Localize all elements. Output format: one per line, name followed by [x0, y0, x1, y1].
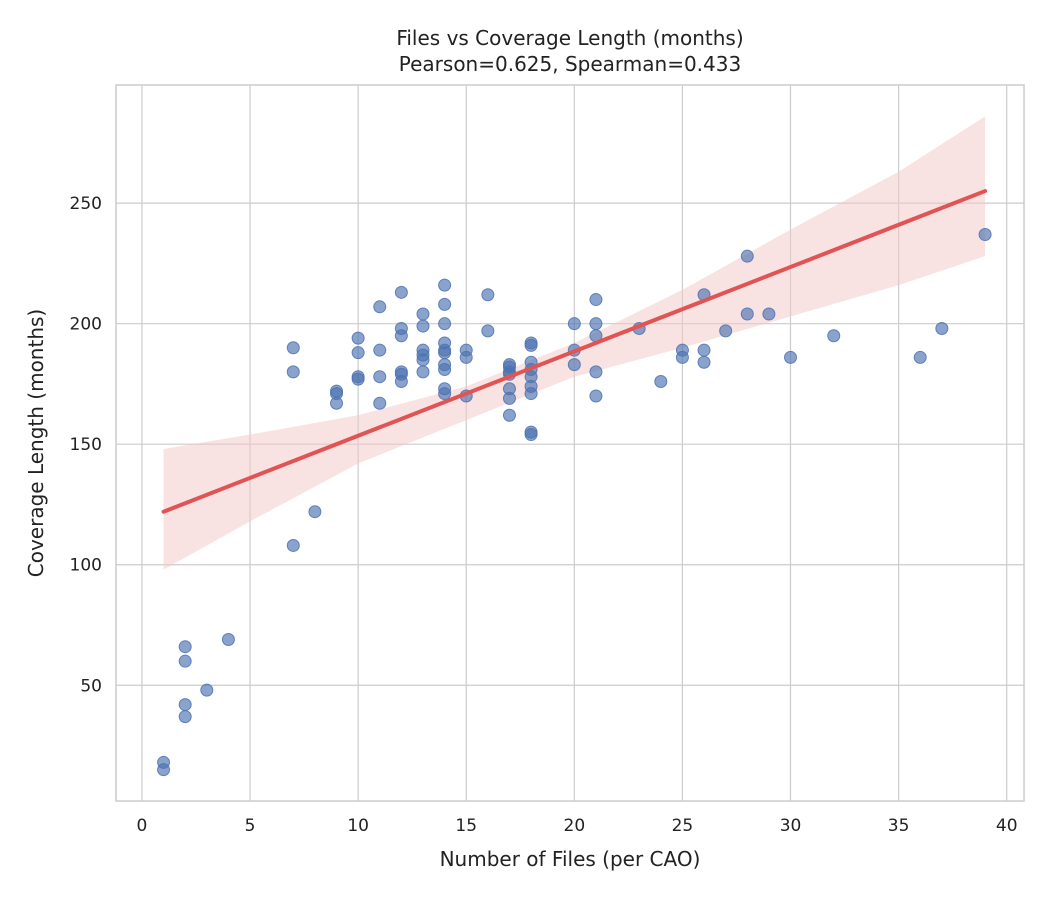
data-point: [416, 365, 430, 379]
data-point: [330, 396, 344, 410]
x-axis-label: Number of Files (per CAO): [440, 847, 701, 871]
data-point: [351, 372, 365, 386]
points-layer: [157, 227, 992, 777]
data-point: [200, 683, 214, 697]
data-point: [373, 370, 387, 384]
data-point: [524, 338, 538, 352]
data-point: [567, 358, 581, 372]
regression-line-layer: [161, 189, 988, 514]
data-point: [416, 353, 430, 367]
chart-subtitle: Pearson=0.625, Spearman=0.433: [399, 52, 741, 76]
data-point: [438, 362, 452, 376]
x-tick-label: 30: [780, 816, 802, 836]
y-axis-label: Coverage Length (months): [24, 309, 48, 577]
data-point: [502, 391, 516, 405]
x-tick-label: 20: [564, 816, 586, 836]
data-point: [978, 227, 992, 241]
data-point: [762, 307, 776, 321]
data-point: [286, 538, 300, 552]
x-tick-label: 35: [888, 816, 910, 836]
data-point: [502, 408, 516, 422]
data-point: [394, 329, 408, 343]
data-point: [481, 288, 495, 302]
y-tick-label: 50: [80, 676, 102, 696]
y-tick-label: 100: [70, 556, 102, 576]
data-point: [697, 343, 711, 357]
data-point: [675, 350, 689, 364]
data-point: [740, 307, 754, 321]
y-tick-label: 150: [70, 435, 102, 455]
data-point: [935, 321, 949, 335]
data-point: [438, 278, 452, 292]
chart-title: Files vs Coverage Length (months): [396, 26, 743, 50]
data-point: [589, 317, 603, 331]
data-point: [827, 329, 841, 343]
data-point: [178, 698, 192, 712]
data-point: [373, 396, 387, 410]
data-point: [178, 654, 192, 668]
regression-line: [161, 189, 988, 514]
data-point: [157, 763, 171, 777]
confidence-band-layer: [163, 116, 986, 570]
x-tick-label: 40: [996, 816, 1018, 836]
data-point: [373, 343, 387, 357]
data-point: [178, 710, 192, 724]
data-point: [740, 249, 754, 263]
data-point: [438, 346, 452, 360]
data-point: [438, 297, 452, 311]
tick-label-layer: 0 5 10 15 20 25 30 35 40 50 100 150 200 250: [70, 194, 1018, 836]
x-tick-label: 0: [137, 816, 148, 836]
data-point: [286, 365, 300, 379]
data-point: [697, 355, 711, 369]
x-tick-label: 5: [245, 816, 256, 836]
data-point: [351, 346, 365, 360]
data-point: [438, 387, 452, 401]
confidence-band: [163, 116, 986, 570]
data-point: [394, 375, 408, 389]
data-point: [308, 505, 322, 519]
x-tick-label: 10: [347, 816, 369, 836]
data-point: [373, 300, 387, 314]
data-point: [524, 387, 538, 401]
data-point: [784, 350, 798, 364]
data-point: [654, 375, 668, 389]
data-point: [589, 365, 603, 379]
data-point: [394, 285, 408, 299]
data-point: [913, 350, 927, 364]
data-point: [567, 317, 581, 331]
data-point: [438, 317, 452, 331]
data-point: [589, 293, 603, 307]
y-tick-label: 250: [70, 194, 102, 214]
data-point: [416, 319, 430, 333]
x-tick-label: 15: [455, 816, 477, 836]
data-point: [286, 341, 300, 355]
data-point: [719, 324, 733, 338]
data-point: [221, 632, 235, 646]
data-point: [416, 307, 430, 321]
x-tick-label: 25: [672, 816, 694, 836]
data-point: [459, 350, 473, 364]
data-point: [351, 331, 365, 345]
data-point: [178, 640, 192, 654]
data-point: [524, 428, 538, 442]
data-point: [481, 324, 495, 338]
data-point: [589, 389, 603, 403]
y-tick-label: 200: [70, 315, 102, 335]
plot-frame: [115, 84, 1025, 802]
